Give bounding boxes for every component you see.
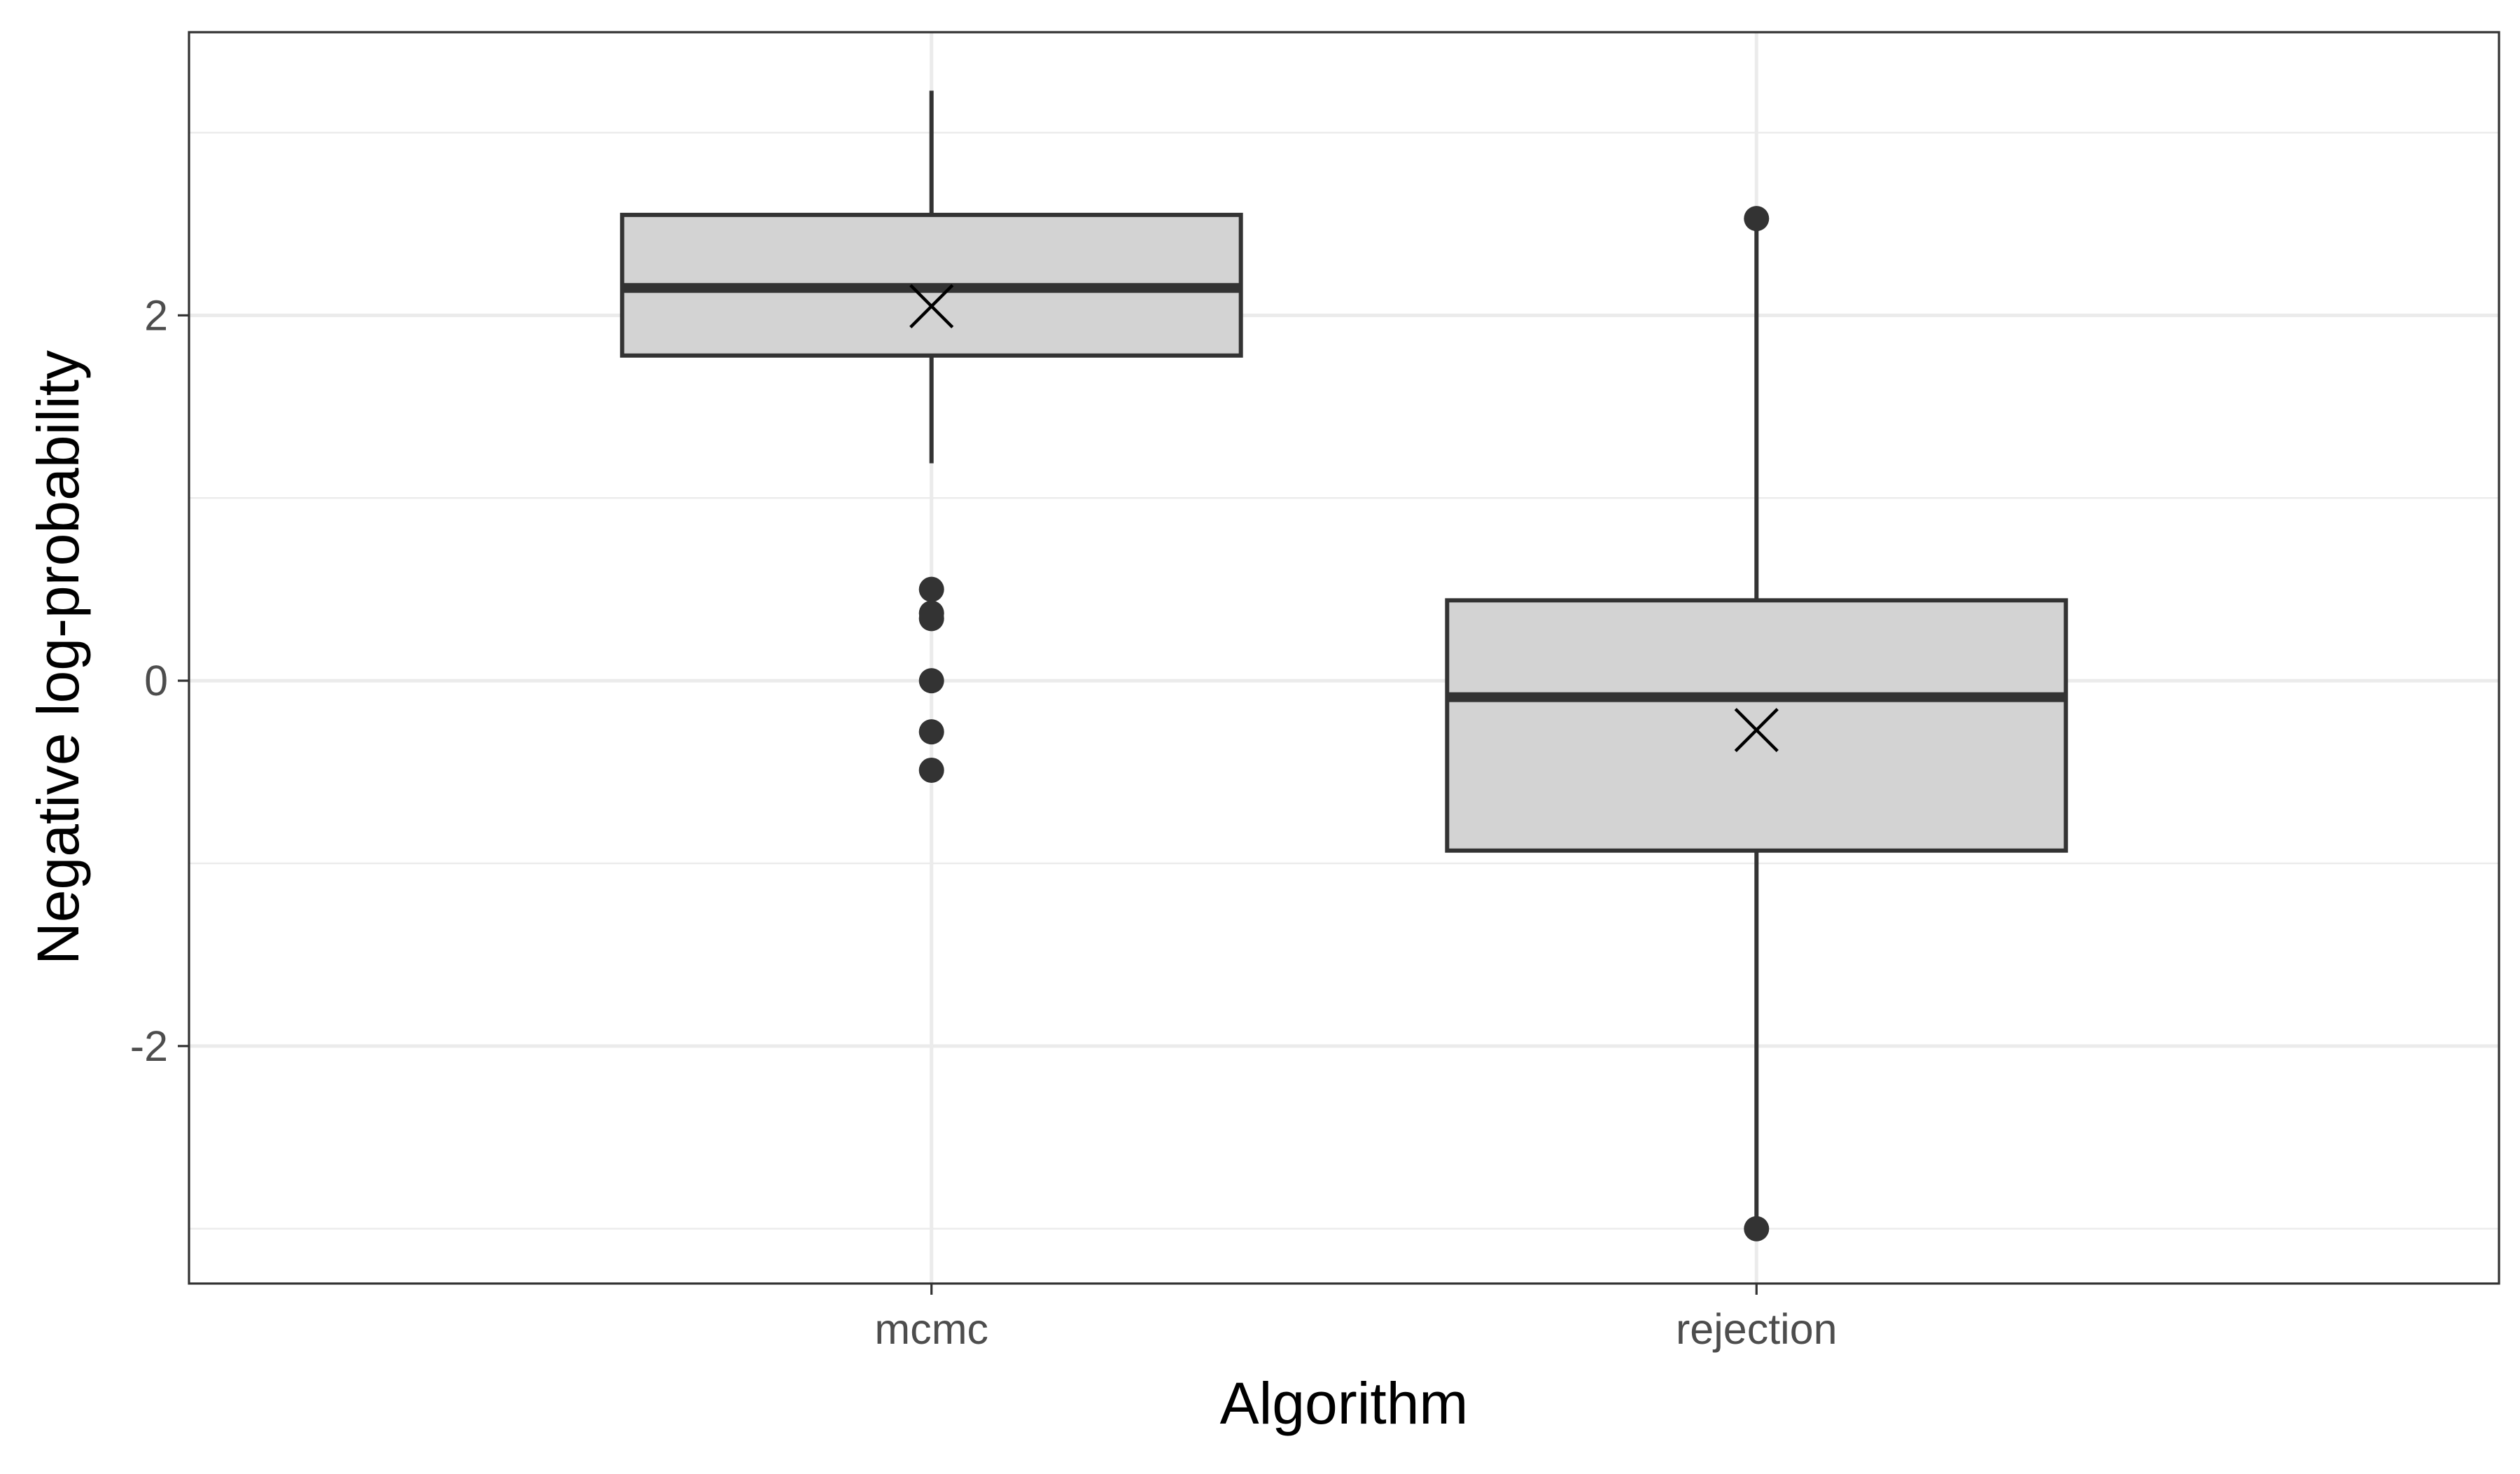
x-tick-label: rejection	[1676, 1305, 1837, 1353]
box-layer	[620, 90, 2068, 1242]
box-rejection	[1445, 598, 2068, 853]
outlier-point	[1744, 1216, 1770, 1242]
outlier-point	[918, 606, 944, 632]
outlier-point	[918, 757, 944, 783]
mean-marker-stroke	[909, 284, 954, 328]
outlier-point	[918, 719, 944, 745]
y-tick-label: 0	[144, 657, 168, 704]
outlier-point	[918, 576, 944, 602]
axes: -2 0 2 mcmc rejection	[130, 291, 1837, 1353]
outlier-point	[1744, 206, 1770, 232]
x-tick-label: mcmc	[874, 1305, 988, 1353]
mean-marker-stroke	[1734, 707, 1779, 753]
x-axis-title: Algorithm	[1220, 1370, 1469, 1436]
mean-marker	[1734, 707, 1779, 753]
panel-border	[188, 31, 2500, 1285]
mean-marker	[909, 284, 954, 328]
y-tick-label: 2	[144, 291, 168, 339]
y-tick-label: -2	[130, 1022, 168, 1070]
y-axis-title: Negative log-probability	[25, 350, 91, 965]
outlier-point	[918, 668, 944, 694]
